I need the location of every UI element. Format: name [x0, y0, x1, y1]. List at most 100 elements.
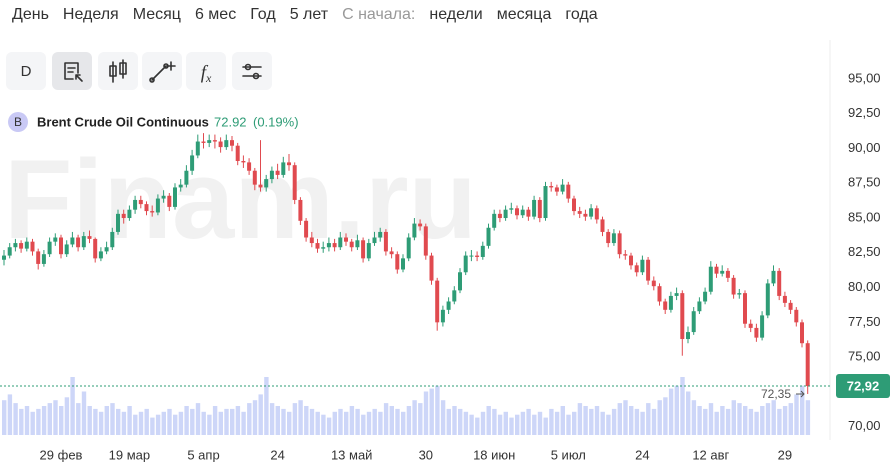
- volume-bar: [760, 406, 765, 435]
- candle-body: [452, 290, 457, 302]
- volume-bar: [794, 394, 799, 435]
- y-tick-label: 85,00: [848, 209, 881, 224]
- y-tick-label: 70,00: [848, 418, 881, 433]
- indicator-button[interactable]: [186, 52, 226, 90]
- volume-bar: [247, 403, 252, 435]
- volume-bar: [720, 406, 725, 435]
- period-tab[interactable]: недели: [429, 6, 483, 23]
- period-tab[interactable]: Месяц: [132, 6, 181, 23]
- price-tag-label: 72,92: [847, 378, 880, 393]
- volume-bar: [76, 403, 81, 435]
- period-tab[interactable]: месяца: [496, 6, 552, 23]
- candle-button[interactable]: [98, 52, 138, 90]
- candle-body: [800, 322, 804, 344]
- volume-bar: [167, 408, 172, 435]
- candle-body: [138, 199, 143, 205]
- candle-body: [309, 237, 314, 244]
- candle-body: [287, 162, 291, 166]
- candle-body: [458, 272, 462, 291]
- candle-body: [629, 255, 633, 266]
- candle-body: [463, 255, 468, 273]
- volume-bar: [418, 403, 423, 435]
- period-tab[interactable]: День: [12, 6, 49, 23]
- volume-bar: [497, 414, 503, 435]
- candle-body: [93, 238, 98, 259]
- volume-bar: [315, 411, 320, 435]
- chart-type-button[interactable]: [52, 52, 92, 90]
- candle-body: [657, 286, 662, 302]
- candle-body: [446, 301, 451, 310]
- period-tab: С начала:: [342, 6, 416, 23]
- volume-bar: [212, 406, 218, 435]
- candle-body: [646, 259, 651, 281]
- period-tab[interactable]: года: [565, 6, 598, 23]
- volume-bar: [788, 403, 793, 435]
- candle-body: [144, 204, 149, 212]
- toolbar-buttons: D fx: [6, 52, 272, 90]
- candle-body: [155, 198, 160, 213]
- volume-bar: [646, 403, 651, 435]
- period-tab[interactable]: 6 мес: [194, 6, 237, 23]
- candle-body: [47, 241, 52, 255]
- period-tab[interactable]: Год: [250, 6, 276, 23]
- candle-body: [423, 226, 428, 256]
- candle-body: [412, 223, 417, 238]
- candle-body: [24, 241, 29, 249]
- candle-body: [549, 186, 554, 188]
- volume-bar: [292, 403, 298, 435]
- candle-body: [116, 213, 120, 232]
- icon: [64, 62, 83, 82]
- volume-bar: [64, 397, 70, 435]
- candle-body: [606, 231, 611, 244]
- volume-bar: [121, 411, 127, 435]
- volume-bar: [480, 411, 486, 435]
- candle-body: [497, 213, 502, 219]
- candle-body: [634, 265, 639, 273]
- candle-body: [503, 209, 508, 219]
- candle-body: [252, 170, 257, 185]
- candle-body: [361, 240, 366, 259]
- y-tick-label: 82,50: [848, 244, 881, 259]
- symbol-badge-text: B: [14, 115, 22, 129]
- volume-bar: [104, 406, 109, 435]
- y-tick-label: 87,50: [848, 175, 881, 190]
- volume-bar: [258, 394, 263, 435]
- candle-body: [566, 184, 571, 199]
- x-tick-label: 5 июл: [551, 447, 586, 462]
- volume-bar: [583, 406, 588, 435]
- candle-body: [401, 258, 405, 270]
- x-tick-label: 19 мар: [109, 447, 150, 462]
- x-tick-label: 24: [635, 447, 649, 462]
- volume-bar: [406, 406, 412, 435]
- volume-bar: [429, 388, 434, 435]
- volume-bar: [469, 414, 474, 435]
- interval-button[interactable]: [6, 52, 46, 90]
- y-tick-label: 90,00: [848, 140, 881, 155]
- candle-body: [378, 231, 383, 238]
- volume-bar: [207, 414, 212, 435]
- candle-body: [258, 184, 263, 188]
- candle-body: [805, 343, 810, 387]
- candle-body: [13, 243, 18, 248]
- volume-bar: [332, 411, 337, 435]
- period-tab[interactable]: Неделя: [62, 6, 119, 23]
- candle-body: [195, 141, 200, 156]
- volume-bar: [509, 417, 514, 435]
- candle-body: [264, 179, 269, 188]
- period-tab[interactable]: 5 лет: [289, 6, 329, 23]
- volume-bar: [446, 408, 451, 435]
- candle-body: [395, 254, 400, 270]
- candle-body: [104, 247, 109, 252]
- volume-bar: [515, 414, 520, 435]
- volume-bar: [629, 406, 634, 435]
- candle-body: [429, 255, 434, 281]
- y-tick-label: 95,00: [848, 70, 881, 85]
- settings-button[interactable]: [232, 52, 272, 90]
- symbol-badge: [8, 112, 28, 132]
- volume-bar: [53, 400, 58, 435]
- candle-body: [304, 220, 309, 238]
- period-tabs: День Неделя Месяц 6 мес Год 5 лет С начала: нед…: [12, 6, 612, 24]
- volume-bar: [572, 411, 577, 435]
- candle-body: [332, 243, 337, 248]
- candle-body: [475, 255, 480, 257]
